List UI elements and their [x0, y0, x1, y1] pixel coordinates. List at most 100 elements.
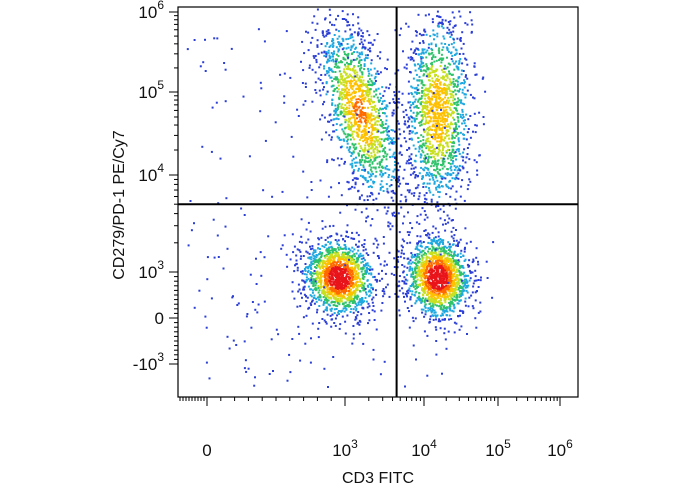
event-dot: [417, 174, 419, 177]
event-dot: [436, 15, 439, 18]
event-dot: [356, 132, 359, 134]
event-dot: [441, 318, 444, 321]
event-dot: [446, 185, 449, 188]
event-dot: [285, 253, 288, 256]
event-dot: [414, 280, 416, 283]
event-dot: [436, 201, 439, 204]
event-dot: [364, 54, 367, 57]
event-dot: [383, 292, 386, 295]
event-dot: [307, 277, 310, 280]
event-dot: [471, 261, 474, 264]
event-dot: [421, 108, 424, 111]
event-dot: [428, 287, 431, 290]
event-dot: [369, 68, 372, 71]
event-dot: [451, 281, 454, 284]
event-dot: [363, 58, 366, 61]
event-dot: [431, 307, 434, 310]
event-dot: [351, 246, 354, 249]
event-dot: [356, 263, 359, 266]
event-dot: [424, 112, 427, 115]
event-dot: [353, 138, 356, 141]
event-dot: [315, 277, 318, 280]
event-dot: [448, 305, 451, 308]
event-dot: [406, 279, 409, 282]
event-dot: [376, 162, 379, 165]
event-dot: [348, 111, 351, 114]
event-dot: [341, 76, 344, 79]
event-dot: [414, 285, 417, 288]
event-dot: [360, 267, 363, 270]
event-dot: [330, 307, 333, 310]
event-dot: [401, 280, 404, 283]
event-dot: [300, 270, 302, 273]
event-dot: [350, 116, 353, 119]
event-dot: [328, 134, 331, 137]
event-dot: [398, 289, 401, 292]
event-dot: [365, 291, 367, 294]
event-dot: [391, 111, 394, 114]
event-dot: [307, 269, 310, 272]
event-dot: [384, 127, 387, 129]
event-dot: [417, 100, 420, 103]
event-dot: [451, 290, 454, 293]
event-dot: [421, 91, 424, 94]
event-dot: [443, 310, 446, 313]
event-dot: [311, 245, 314, 248]
event-dot: [420, 308, 423, 311]
event-dot: [430, 278, 433, 281]
event-dot: [312, 55, 315, 58]
event-dot: [377, 150, 379, 152]
event-dot: [450, 235, 453, 238]
event-dot: [362, 166, 365, 169]
event-dot: [364, 96, 367, 99]
event-dot: [401, 264, 404, 266]
event-dot: [438, 280, 440, 283]
event-dot: [367, 215, 370, 218]
event-dot: [403, 282, 406, 285]
event-dot: [380, 160, 383, 163]
event-dot: [434, 227, 437, 230]
event-dot: [435, 282, 438, 285]
event-dot: [449, 266, 452, 268]
event-dot: [441, 23, 444, 26]
event-dot: [464, 300, 467, 303]
event-dot: [337, 118, 340, 121]
event-dot: [340, 247, 343, 250]
event-dot: [443, 294, 446, 297]
event-dot: [435, 268, 438, 271]
event-dot: [319, 63, 322, 66]
event-dot: [474, 269, 477, 272]
event-dot: [350, 261, 352, 264]
event-dot: [363, 100, 365, 103]
event-dot: [382, 107, 384, 110]
event-dot: [424, 313, 427, 316]
event-dot: [432, 284, 435, 287]
event-dot: [410, 275, 413, 278]
event-dot: [303, 285, 306, 288]
event-dot: [464, 22, 467, 25]
event-dot: [387, 191, 390, 194]
event-dot: [351, 298, 354, 301]
event-dot: [371, 193, 374, 196]
event-dot: [376, 156, 379, 159]
event-dot: [442, 270, 445, 273]
event-dot: [357, 234, 360, 237]
event-dot: [433, 180, 436, 183]
event-dot: [417, 273, 420, 276]
event-dot: [367, 67, 370, 70]
event-dot: [346, 297, 349, 300]
event-dot: [347, 260, 350, 263]
event-dot: [424, 14, 427, 17]
event-dot: [386, 138, 389, 141]
event-dot: [450, 261, 453, 264]
event-dot: [407, 211, 409, 214]
event-dot: [456, 109, 459, 112]
event-dot: [438, 140, 441, 143]
event-dot: [317, 237, 320, 240]
event-dot: [454, 275, 457, 278]
event-dot: [347, 181, 350, 184]
event-dot: [370, 139, 373, 142]
event-dot: [450, 280, 453, 283]
event-dot: [475, 279, 478, 282]
event-dot: [299, 250, 302, 253]
